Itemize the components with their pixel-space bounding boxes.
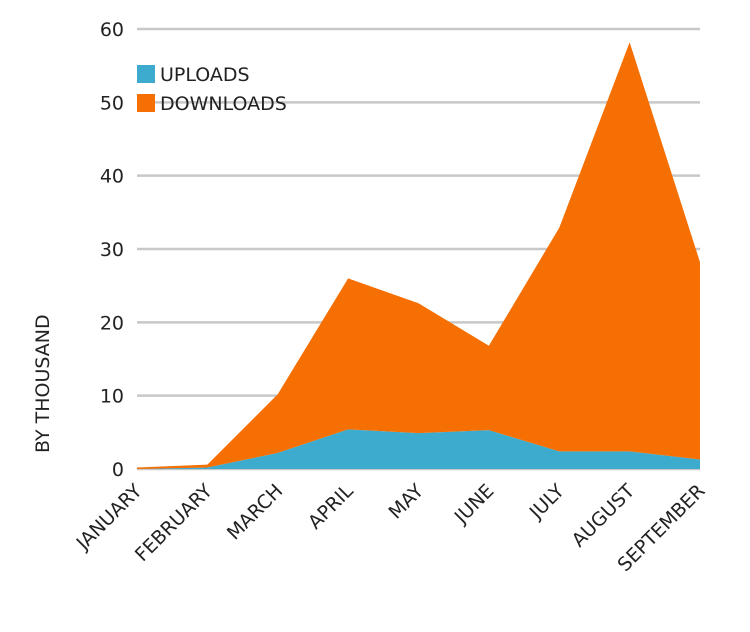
x-tick-label: MAY bbox=[385, 480, 429, 524]
x-tick-label: JANUARY bbox=[72, 480, 147, 555]
x-tick-label: MARCH bbox=[223, 480, 287, 544]
area-uploads bbox=[137, 429, 700, 469]
x-tick-label: JULY bbox=[525, 480, 569, 524]
legend-label-downloads: DOWNLOADS bbox=[160, 93, 287, 115]
legend: UPLOADS DOWNLOADS bbox=[137, 64, 287, 115]
areas bbox=[137, 42, 700, 469]
x-tick-label: JUNE bbox=[450, 480, 499, 529]
y-tick-label: 20 bbox=[100, 312, 124, 334]
x-tick-label: AUGUST bbox=[568, 480, 640, 552]
y-tick-label: 50 bbox=[100, 92, 124, 114]
legend-label-uploads: UPLOADS bbox=[160, 64, 250, 86]
y-tick-label: 10 bbox=[100, 386, 124, 408]
y-tick-label: 30 bbox=[100, 239, 124, 261]
x-tick-label: APRIL bbox=[304, 480, 358, 534]
y-tick-label: 0 bbox=[112, 459, 124, 481]
legend-swatch-uploads bbox=[137, 65, 155, 83]
y-tick-label: 40 bbox=[100, 166, 124, 188]
area-downloads bbox=[137, 42, 700, 469]
y-tick-label: 60 bbox=[100, 19, 124, 41]
y-axis-label: BY THOUSAND bbox=[32, 314, 54, 453]
legend-swatch-downloads bbox=[137, 94, 155, 112]
y-tick-labels: 0 10 20 30 40 50 60 bbox=[100, 19, 124, 481]
x-tick-label: FEBRUARY bbox=[131, 480, 217, 566]
